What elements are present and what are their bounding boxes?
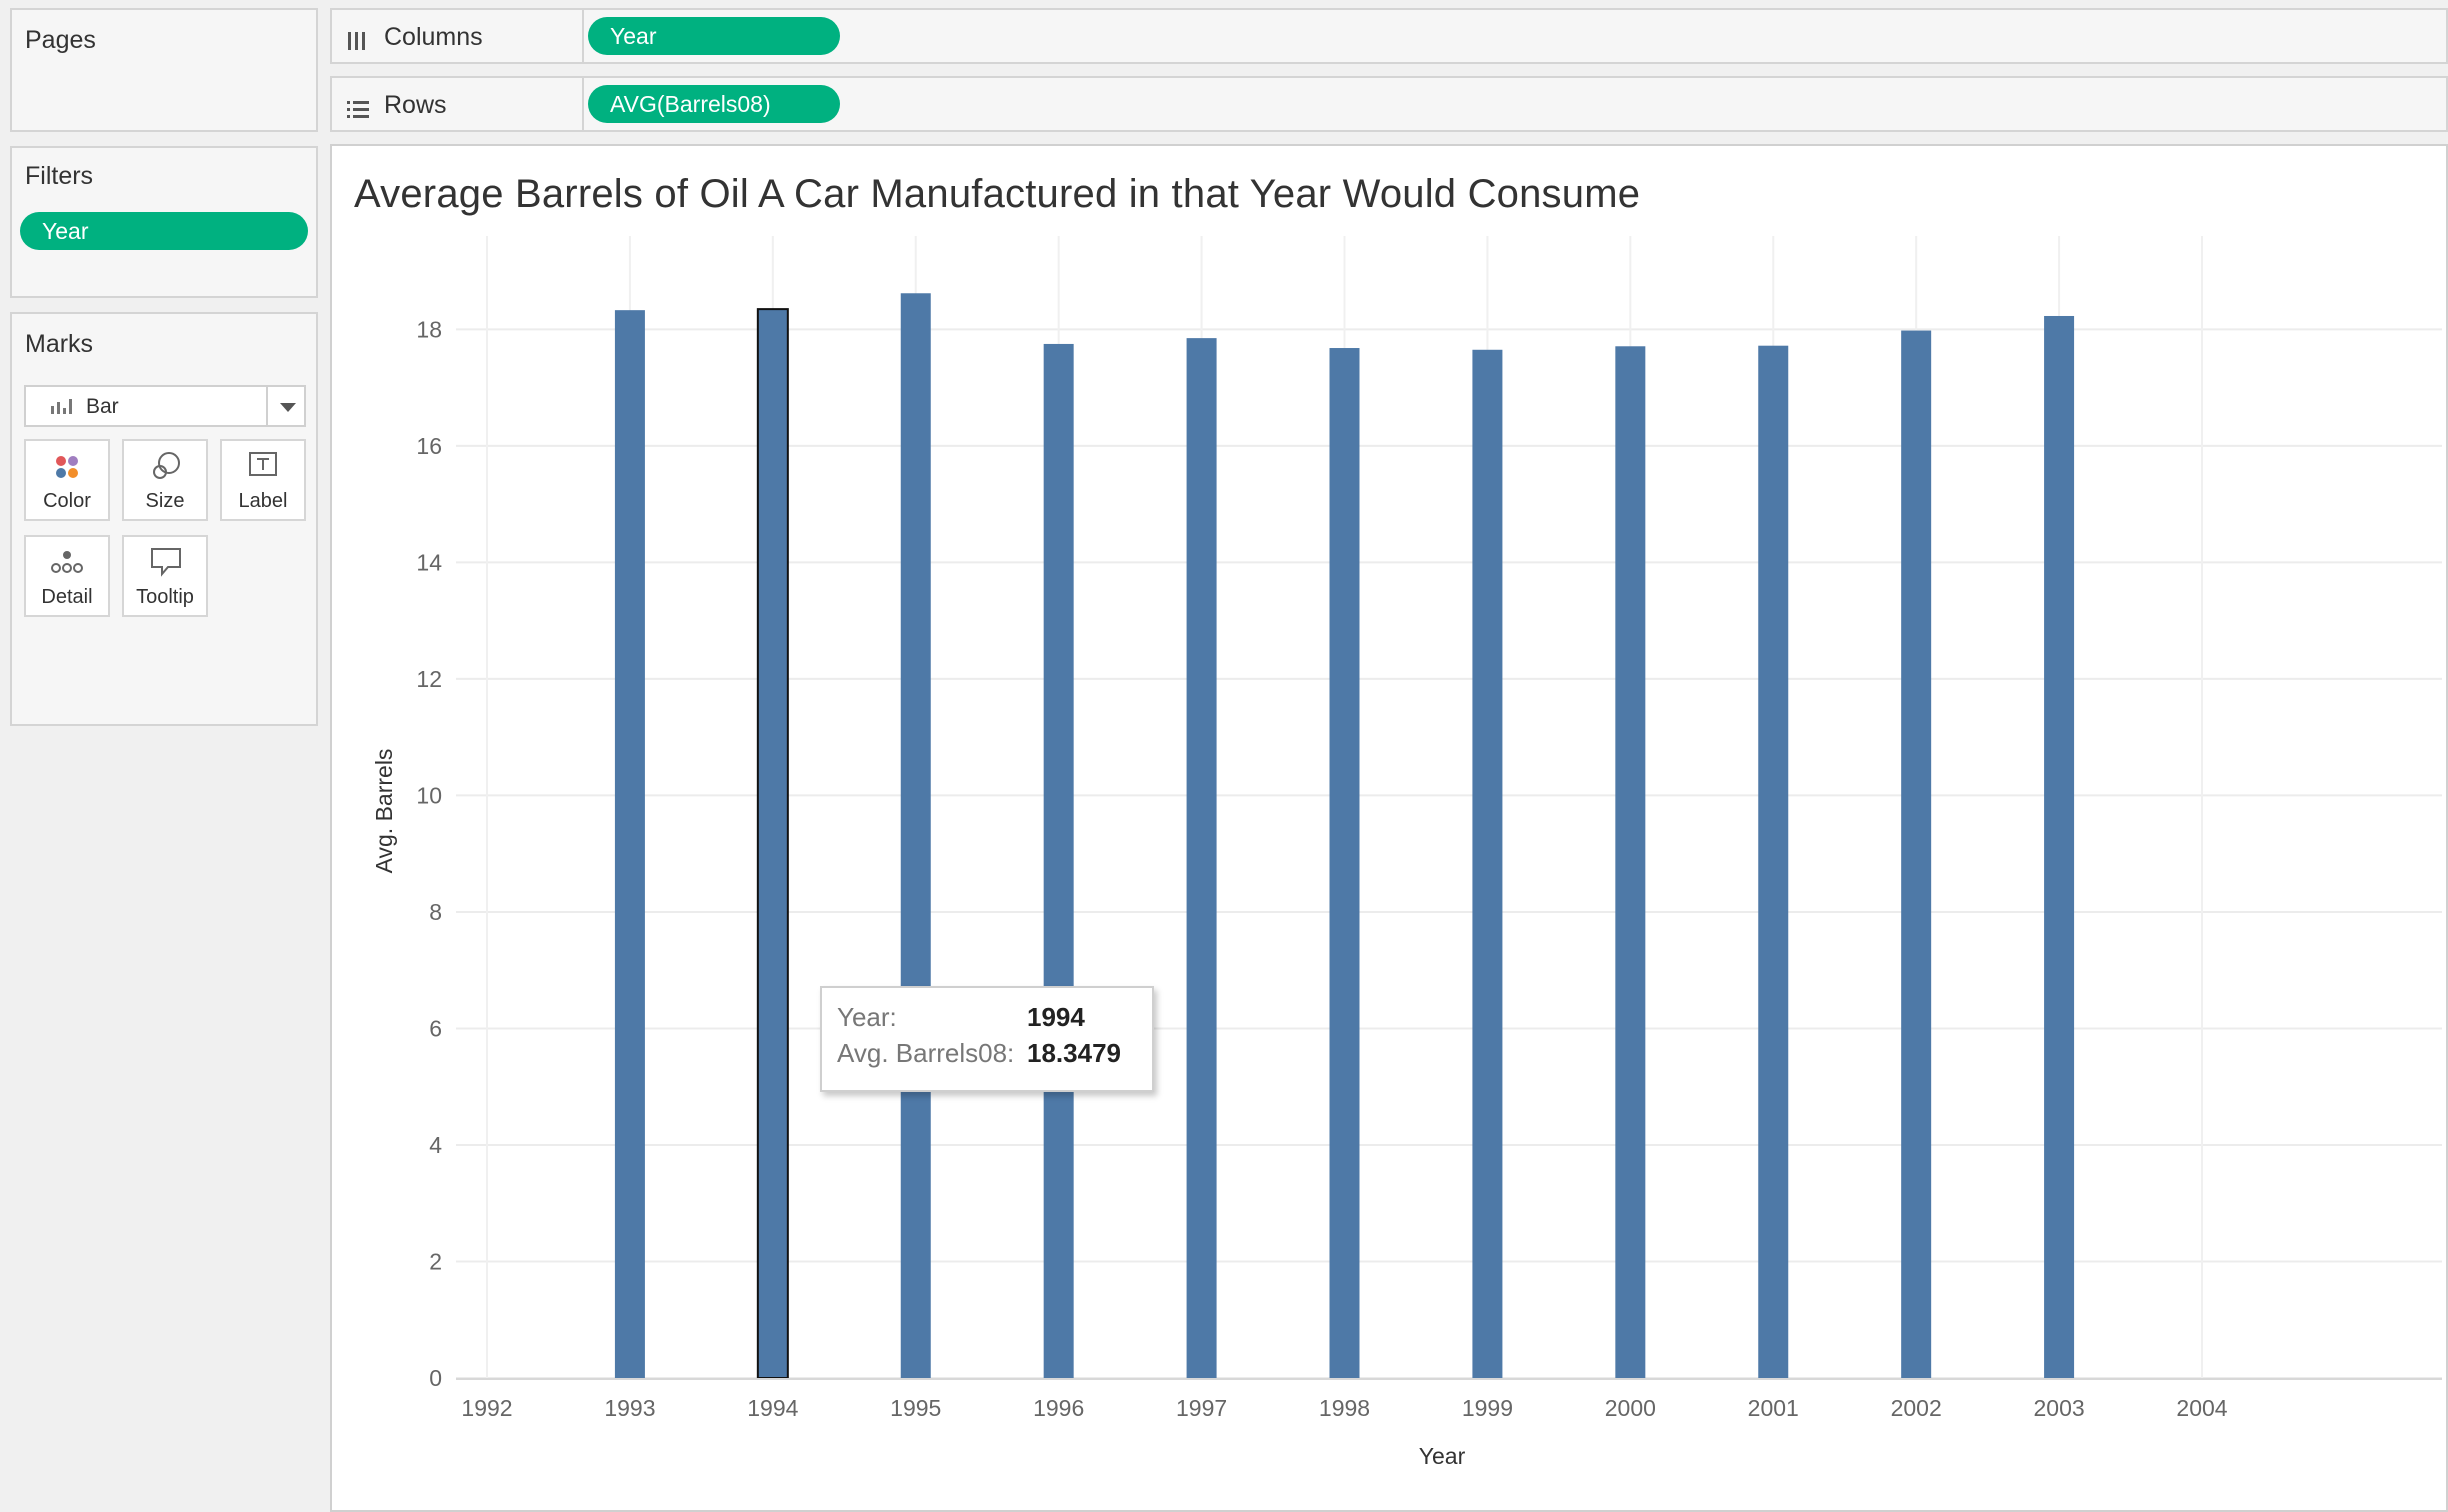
hover-tooltip: Year: 1994 Avg. Barrels08: 18.3479 — [820, 986, 1154, 1092]
filters-card: Filters Year — [10, 146, 318, 298]
rows-shelf-header: Rows — [332, 78, 584, 130]
x-tick-label: 2000 — [1605, 1395, 1656, 1421]
tooltip-year-key: Year: — [837, 1002, 897, 1032]
x-tick-label: 1996 — [1033, 1395, 1084, 1421]
color-label: Color — [43, 490, 91, 512]
color-icon — [26, 449, 108, 485]
bar-selected — [756, 308, 789, 1380]
marks-card: Marks Bar Color Size Label Detail — [10, 312, 318, 726]
x-tick-label: 2001 — [1748, 1395, 1799, 1421]
size-icon — [124, 449, 206, 485]
bar — [1615, 346, 1646, 1378]
bar — [900, 293, 931, 1378]
dropdown-divider — [266, 387, 268, 425]
size-label: Size — [145, 490, 185, 512]
bar — [614, 310, 645, 1378]
bar — [1186, 338, 1217, 1379]
detail-icon — [26, 545, 108, 581]
rows-shelf: Rows AVG(Barrels08) — [330, 76, 2448, 132]
y-tick-label: 4 — [429, 1132, 442, 1158]
x-tick-label: 2003 — [2033, 1395, 2084, 1421]
pages-title: Pages — [25, 26, 96, 54]
x-tick-label: 2004 — [2176, 1395, 2227, 1421]
y-tick-label: 18 — [416, 316, 442, 342]
filter-pill-year[interactable]: Year — [20, 212, 308, 250]
marks-title: Marks — [25, 330, 94, 358]
label-icon — [222, 449, 304, 485]
tooltip-label: Tooltip — [136, 586, 194, 608]
worksheet-view: Average Barrels of Oil A Car Manufacture… — [330, 144, 2448, 1512]
x-tick-label: 1993 — [604, 1395, 655, 1421]
color-button[interactable]: Color — [24, 439, 110, 521]
mark-type-dropdown[interactable]: Bar — [24, 385, 306, 427]
bar — [1043, 343, 1074, 1378]
x-tick-label: 1995 — [890, 1395, 941, 1421]
rows-label: Rows — [384, 91, 447, 119]
bar-chart-icon — [50, 398, 72, 414]
columns-pill-year[interactable]: Year — [588, 17, 840, 55]
bar — [1901, 330, 1932, 1378]
x-axis-title: Year — [1419, 1443, 1466, 1469]
label-label: Label — [238, 490, 288, 512]
bar — [1472, 349, 1503, 1378]
tooltip-icon — [124, 545, 206, 581]
y-tick-label: 16 — [416, 433, 442, 459]
y-tick-label: 2 — [429, 1248, 442, 1274]
rows-icon — [346, 96, 370, 127]
y-tick-label: 0 — [429, 1365, 442, 1391]
mark-type-label: Bar — [86, 395, 119, 418]
detail-button[interactable]: Detail — [24, 535, 110, 617]
y-tick-label: 6 — [429, 1015, 442, 1041]
y-tick-label: 12 — [416, 666, 442, 692]
x-tick-label: 1992 — [461, 1395, 512, 1421]
x-tick-label: 1998 — [1319, 1395, 1370, 1421]
bar — [1758, 345, 1789, 1378]
x-tick-label: 1997 — [1176, 1395, 1227, 1421]
x-tick-label: 1999 — [1462, 1395, 1513, 1421]
detail-label: Detail — [41, 586, 93, 608]
columns-shelf-header: Columns — [332, 10, 584, 62]
y-tick-label: 14 — [416, 549, 442, 575]
chevron-down-icon[interactable] — [280, 403, 296, 412]
columns-icon — [346, 28, 368, 59]
tooltip-barrels-value: 18.3479 — [1027, 1038, 1121, 1068]
bar — [2044, 315, 2075, 1379]
x-tick-label: 2002 — [1891, 1395, 1942, 1421]
y-tick-label: 10 — [416, 782, 442, 808]
label-button[interactable]: Label — [220, 439, 306, 521]
size-button[interactable]: Size — [122, 439, 208, 521]
chart-title: Average Barrels of Oil A Car Manufacture… — [354, 172, 1641, 216]
x-tick-label: 1994 — [747, 1395, 798, 1421]
tooltip-button[interactable]: Tooltip — [122, 535, 208, 617]
pages-card: Pages — [10, 8, 318, 132]
bar — [1329, 348, 1360, 1379]
rows-pill-avg-barrels[interactable]: AVG(Barrels08) — [588, 85, 840, 123]
y-axis-title: Avg. Barrels — [371, 749, 397, 874]
columns-shelf: Columns Year — [330, 8, 2448, 64]
columns-label: Columns — [384, 23, 483, 51]
filters-title: Filters — [25, 162, 94, 190]
y-tick-label: 8 — [429, 899, 442, 925]
bar-chart: 0 2 4 6 8 10 12 14 16 18 1992 1993 1994 1995 1996 1997 1… — [371, 236, 2442, 1469]
tooltip-year-value: 1994 — [1027, 1002, 1085, 1032]
tooltip-barrels-key: Avg. Barrels08: — [837, 1038, 1015, 1068]
